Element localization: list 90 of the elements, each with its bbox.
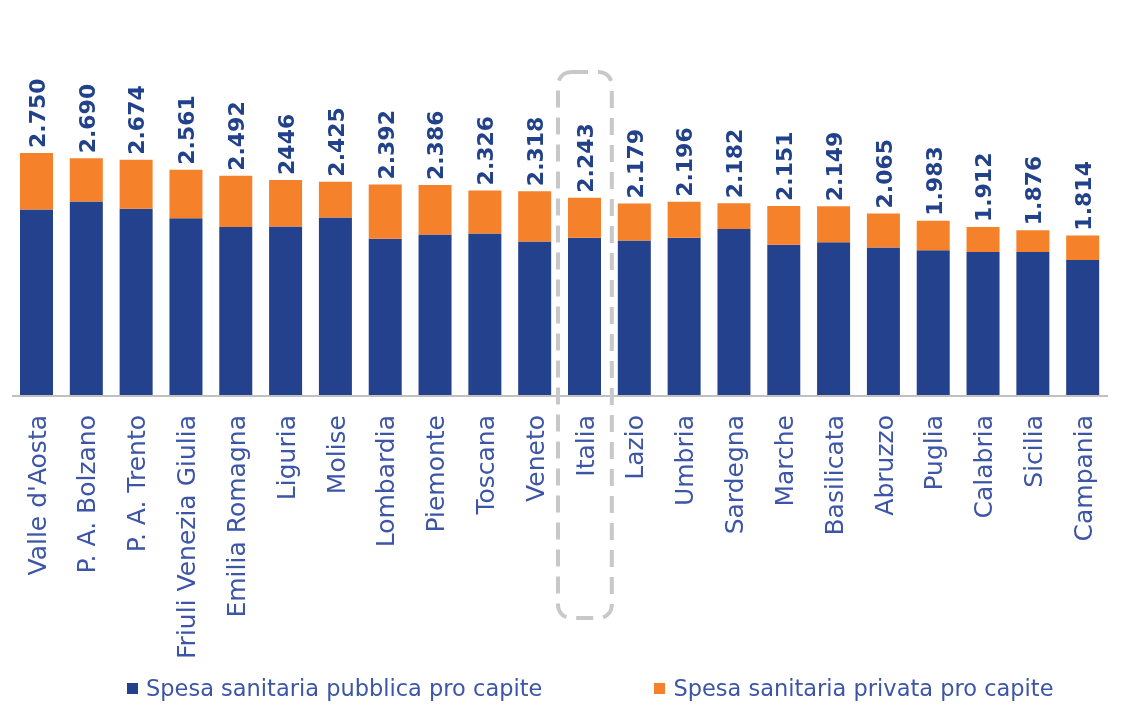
x-tick-label: Toscana: [471, 415, 501, 516]
annotation: 2.690: [74, 83, 100, 154]
bar: [916, 220, 950, 251]
annotation: 2.492: [224, 101, 250, 171]
x-tick-label: Valle d'Aosta: [22, 415, 52, 576]
annotation: 2.674: [124, 85, 150, 155]
x-tick-label: Marche: [769, 415, 799, 507]
bar: [866, 213, 900, 248]
bar: [966, 227, 1000, 252]
annotation: 2.750: [24, 78, 50, 148]
bar: [269, 226, 303, 396]
annotation: 2.386: [423, 110, 449, 181]
bar: [717, 203, 751, 230]
bar: [119, 208, 153, 396]
annotation: 2.182: [722, 128, 748, 199]
bar: [20, 153, 53, 210]
annotation: 2.326: [473, 115, 499, 186]
x-tick-label: Sardegna: [720, 415, 750, 535]
x-tick-label: Lombardia: [371, 415, 401, 548]
bar: [617, 203, 651, 241]
annotation: 2.318: [523, 116, 549, 187]
annotation: 1.912: [971, 152, 997, 223]
bar: [866, 247, 900, 396]
legend-label: Spesa sanitaria pubblica pro capite: [146, 675, 543, 702]
bar: [418, 234, 452, 396]
annotation: 2.196: [672, 127, 698, 197]
bar: [69, 158, 103, 202]
x-tick-label: Puglia: [919, 415, 949, 491]
x-tick-label: Piemonte: [421, 415, 451, 533]
x-tick-label: Italia: [570, 415, 600, 477]
bar: [966, 251, 1000, 396]
bar: [1066, 235, 1100, 260]
x-tick-label: Umbria: [670, 415, 700, 507]
bar: [119, 159, 153, 209]
bar: [269, 179, 303, 227]
bar: [817, 242, 851, 396]
x-tick-label: Sicilia: [1019, 415, 1049, 488]
annotation: 2.151: [772, 131, 798, 201]
bar: [69, 201, 103, 396]
bar: [767, 205, 801, 245]
x-tick-label: Campania: [1068, 415, 1098, 542]
bar: [617, 240, 651, 396]
bar: [219, 175, 253, 228]
annotation: 1.814: [1071, 161, 1097, 231]
bar: [568, 237, 601, 396]
annotation: 2.561: [174, 95, 200, 165]
bar: [20, 209, 53, 396]
bar: [916, 250, 950, 396]
x-tick-label: P. A. Bolzano: [72, 415, 102, 574]
x-tick-label: Emilia Romagna: [221, 415, 251, 618]
bar: [717, 229, 751, 396]
legend-label: Spesa sanitaria privata pro capite: [673, 675, 1054, 702]
annotation: 2.065: [871, 138, 897, 209]
x-tick-label: Friuli Venezia Giulia: [172, 415, 202, 659]
bar: [1016, 251, 1050, 396]
bar: [219, 227, 253, 396]
x-tick-label: Basilicata: [819, 415, 849, 536]
bar: [1016, 230, 1050, 252]
bar: [418, 185, 452, 235]
x-tick-label: Molise: [321, 415, 351, 495]
bar: [518, 191, 552, 242]
bar: [667, 237, 701, 396]
annotation: 2446: [273, 113, 299, 175]
bar: [667, 201, 701, 238]
bar: [817, 206, 851, 243]
bar: [468, 233, 502, 396]
bar: [169, 169, 203, 219]
annotation: 2.392: [373, 110, 399, 180]
bar: [368, 184, 402, 239]
annotation: 1.876: [1021, 155, 1047, 226]
annotation: 2.179: [622, 128, 648, 199]
bar: [568, 197, 601, 238]
x-tick-label: Abruzzo: [869, 415, 899, 516]
x-tick-label: Liguria: [271, 415, 301, 501]
x-tick-label: Veneto: [520, 415, 550, 502]
x-tick-label: Lazio: [620, 415, 650, 480]
x-tick-label: Calabria: [969, 415, 999, 519]
bar: [318, 181, 352, 218]
bar: [318, 217, 352, 396]
annotation: 2.149: [821, 131, 847, 202]
bar: [169, 218, 203, 396]
bar: [468, 190, 502, 234]
annotation: 2.425: [323, 107, 349, 177]
x-tick-label: P. A. Trento: [122, 415, 152, 553]
bar: [767, 244, 801, 396]
bar: [368, 238, 402, 396]
bar: [1066, 259, 1100, 396]
annotation: 2.243: [572, 123, 598, 193]
annotation: 1.983: [921, 146, 947, 216]
bar: [518, 241, 552, 396]
